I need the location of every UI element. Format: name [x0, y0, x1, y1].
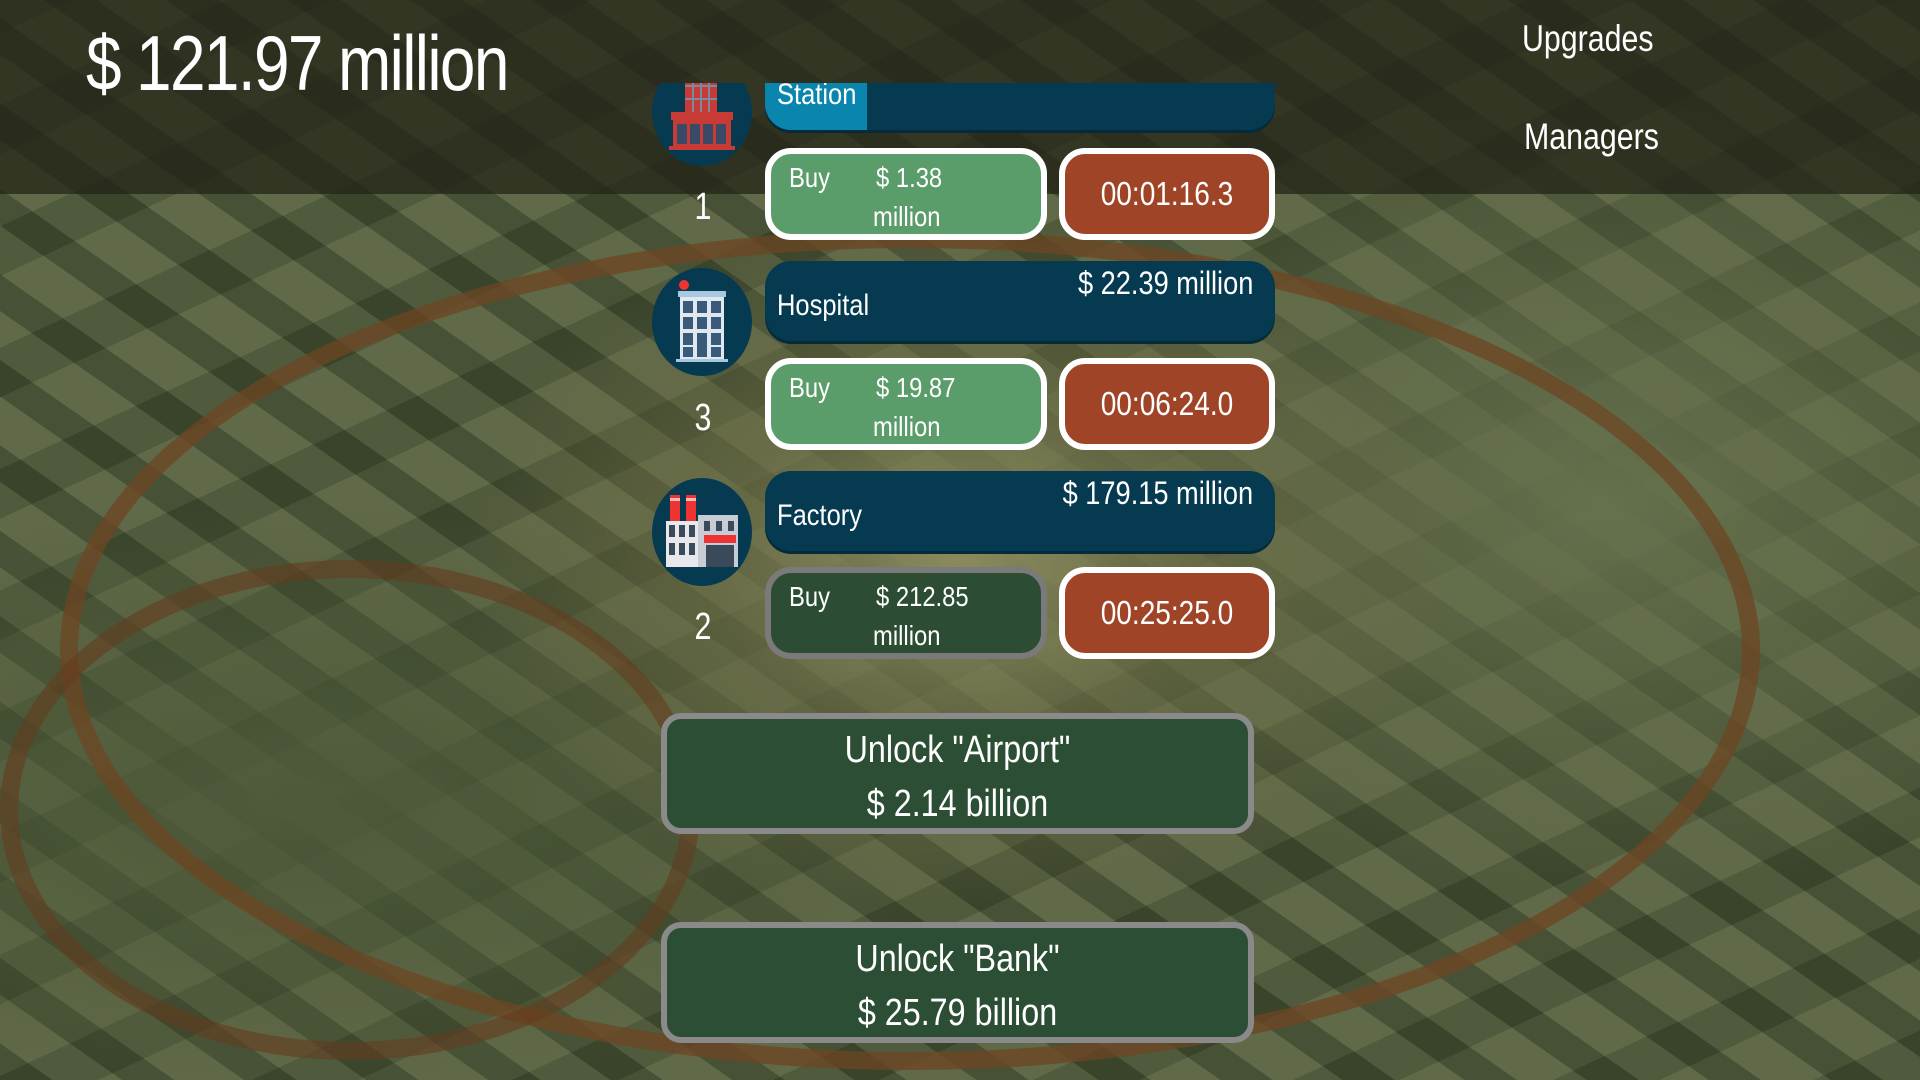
- unlock-label: Unlock "Airport": [844, 729, 1071, 771]
- buy-unit: million: [873, 411, 941, 442]
- unlock-price: $ 25.79 billion: [857, 992, 1058, 1034]
- hospital-progress-bar[interactable]: Hospital $ 22.39 million: [765, 261, 1275, 341]
- timer-text: 00:06:24.0: [1100, 385, 1234, 422]
- hospital-count: 3: [694, 397, 712, 439]
- buy-price: $ 1.38: [876, 162, 943, 193]
- buy-station-button[interactable]: Buy $ 1.38 million: [765, 148, 1047, 240]
- business-name: Factory: [777, 499, 863, 532]
- money-total: $ 121.97 million: [86, 19, 509, 107]
- business-name: Station: [777, 83, 857, 111]
- buy-label: Buy: [789, 162, 831, 193]
- business-list[interactable]: Station Buy $ 1.38 million 00:01:16.3 1 …: [600, 83, 1320, 1080]
- station-progress-bar[interactable]: Station: [765, 83, 1275, 130]
- buy-price: $ 212.85: [876, 581, 969, 612]
- unlock-price: $ 2.14 billion: [866, 783, 1049, 825]
- background-vine: [0, 560, 700, 1060]
- progress-fill: [765, 83, 867, 130]
- factory-icon: [652, 478, 752, 586]
- station-count: 1: [694, 186, 712, 228]
- unlock-label: Unlock "Bank": [855, 938, 1060, 980]
- buy-unit: million: [873, 620, 941, 651]
- timer-text: 00:25:25.0: [1100, 594, 1234, 631]
- managers-button[interactable]: Managers: [1524, 116, 1659, 157]
- upgrades-button[interactable]: Upgrades: [1522, 18, 1654, 59]
- hospital-icon: [652, 268, 752, 376]
- buy-hospital-button[interactable]: Buy $ 19.87 million: [765, 358, 1047, 450]
- factory-timer: 00:25:25.0: [1059, 567, 1275, 659]
- unlock-airport-button[interactable]: Unlock "Airport" $ 2.14 billion: [661, 713, 1254, 834]
- station-icon: [652, 83, 752, 166]
- business-name: Hospital: [777, 289, 870, 322]
- buy-unit: million: [873, 201, 941, 232]
- timer-text: 00:01:16.3: [1100, 175, 1234, 212]
- buy-price: $ 19.87: [876, 372, 956, 403]
- buy-label: Buy: [789, 372, 831, 403]
- business-revenue: $ 179.15 million: [1062, 475, 1253, 511]
- buy-label: Buy: [789, 581, 831, 612]
- business-revenue: $ 22.39 million: [1077, 265, 1253, 301]
- buy-factory-button[interactable]: Buy $ 212.85 million: [765, 567, 1047, 659]
- factory-progress-bar[interactable]: Factory $ 179.15 million: [765, 471, 1275, 551]
- unlock-bank-button[interactable]: Unlock "Bank" $ 25.79 billion: [661, 922, 1254, 1043]
- station-timer: 00:01:16.3: [1059, 148, 1275, 240]
- hospital-timer: 00:06:24.0: [1059, 358, 1275, 450]
- factory-count: 2: [694, 606, 712, 648]
